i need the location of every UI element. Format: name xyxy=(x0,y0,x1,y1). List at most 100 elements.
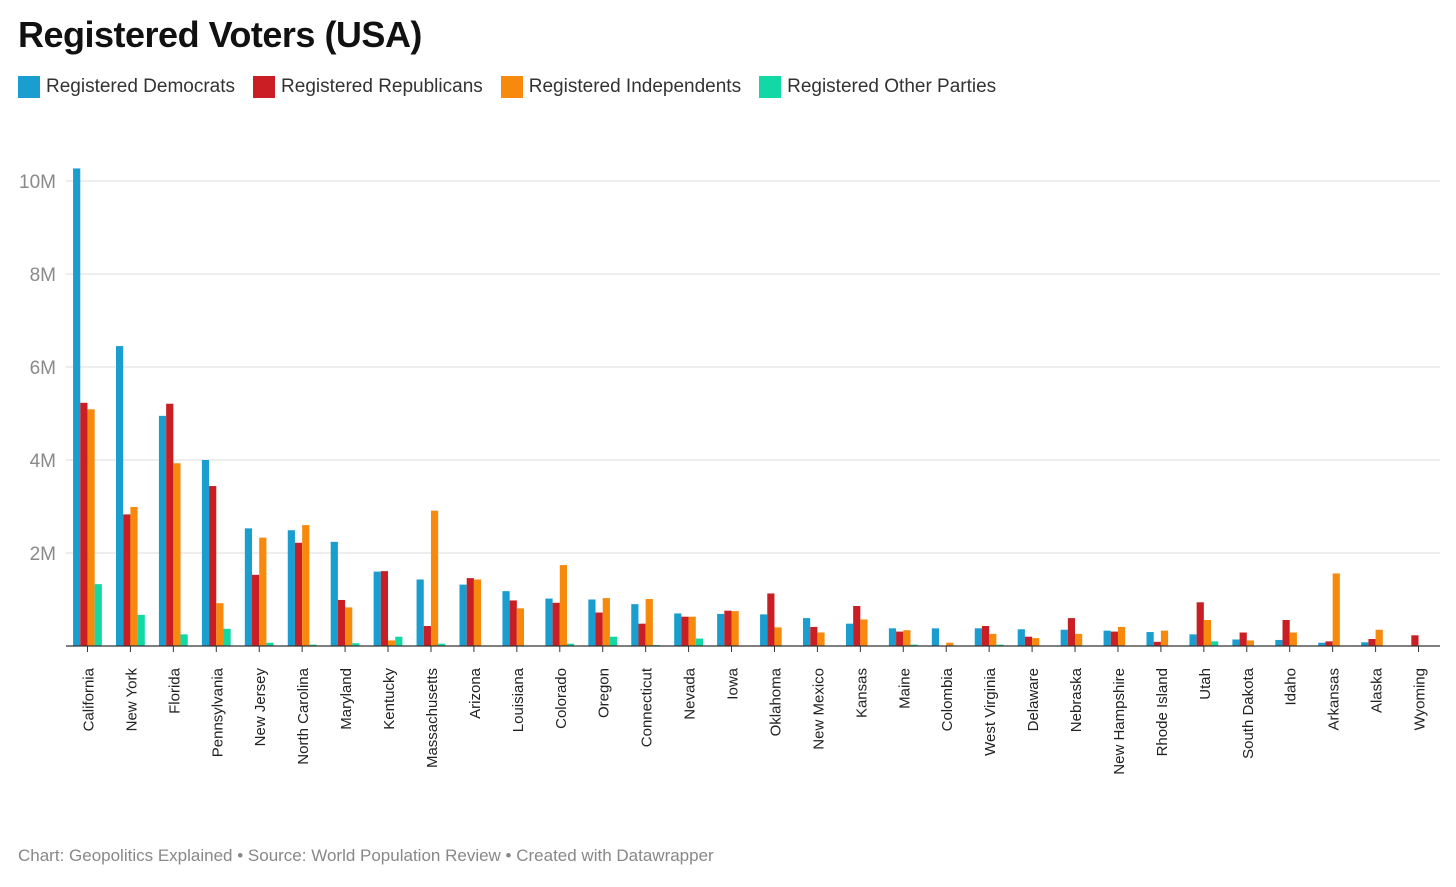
bar-registered-democrats xyxy=(1017,629,1025,646)
bar-registered-democrats xyxy=(1275,639,1283,646)
legend-swatch-democrats xyxy=(18,76,40,98)
bar-registered-independents xyxy=(1075,633,1083,646)
bar-registered-democrats xyxy=(330,541,338,646)
x-tick-label: Kentucky xyxy=(381,668,398,730)
bar-registered-republicans xyxy=(896,631,904,646)
bar-registered-republicans xyxy=(380,571,389,646)
bar-registered-republicans xyxy=(209,486,217,646)
bar-registered-democrats xyxy=(631,604,639,646)
bar-registered-independents xyxy=(388,640,396,646)
bar-registered-republicans xyxy=(466,578,474,646)
x-tick-label: South Dakota xyxy=(1240,667,1257,759)
bar-registered-republicans xyxy=(1153,641,1161,646)
legend-label-republicans: Registered Republicans xyxy=(281,76,483,97)
bar-registered-democrats xyxy=(974,628,982,646)
x-tick-label: Colombia xyxy=(939,667,956,731)
x-tick-label: Alaska xyxy=(1369,667,1386,713)
bar-registered-republicans xyxy=(1067,618,1076,646)
bar-registered-democrats xyxy=(116,346,124,646)
bar-registered-other-parties xyxy=(438,643,446,646)
x-tick-label: Delaware xyxy=(1025,668,1042,731)
legend-label-independents: Registered Independents xyxy=(528,76,742,97)
x-tick-label: Arizona xyxy=(467,667,484,719)
bar-registered-other-parties xyxy=(695,638,703,646)
y-tick-label: 4M xyxy=(30,451,56,472)
bar-registered-independents xyxy=(345,607,353,646)
bar-registered-democrats xyxy=(931,628,940,646)
bar-registered-other-parties xyxy=(1211,641,1219,646)
bar-registered-democrats xyxy=(1103,630,1111,646)
bar-registered-independents xyxy=(1289,632,1297,646)
bar-registered-democrats xyxy=(1189,634,1197,646)
bar-registered-republicans xyxy=(552,602,560,646)
bar-registered-democrats xyxy=(73,168,81,646)
bar-registered-republicans xyxy=(853,606,861,646)
bar-registered-republicans xyxy=(423,626,431,646)
bar-registered-independents xyxy=(645,599,653,646)
bar-registered-republicans xyxy=(80,402,88,646)
bar-registered-republicans xyxy=(681,616,689,646)
bar-registered-other-parties xyxy=(996,644,1004,646)
x-tick-label: Idaho xyxy=(1283,668,1300,706)
bar-registered-democrats xyxy=(373,571,381,646)
bar-registered-other-parties xyxy=(94,584,102,646)
chart-footer: Chart: Geopolitics Explained • Source: W… xyxy=(18,846,714,865)
x-tick-label: Arkansas xyxy=(1326,668,1343,731)
x-tick-label: Maine xyxy=(896,668,913,709)
bar-registered-republicans xyxy=(638,623,646,646)
bar-registered-republicans xyxy=(123,514,131,646)
legend-item-other-parties: Registered Other Parties xyxy=(759,76,996,98)
x-tick-label: New Mexico xyxy=(810,668,827,750)
bar-registered-independents xyxy=(130,506,138,646)
y-tick-label: 10M xyxy=(19,172,56,193)
bar-registered-independents xyxy=(302,525,310,646)
bar-registered-other-parties xyxy=(910,644,918,646)
x-tick-label: Pennsylvania xyxy=(209,667,226,757)
bar-registered-republicans xyxy=(595,612,603,646)
bar-registered-republicans xyxy=(1239,632,1247,646)
bar-registered-democrats xyxy=(545,598,553,646)
x-tick-label: New Jersey xyxy=(252,668,269,747)
bar-registered-democrats xyxy=(201,460,210,646)
bar-registered-republicans xyxy=(337,599,346,646)
bar-registered-republicans xyxy=(981,626,990,646)
bar-registered-democrats xyxy=(760,614,768,646)
bar-registered-republicans xyxy=(767,593,775,646)
bar-registered-democrats xyxy=(502,591,510,646)
bar-registered-independents xyxy=(473,579,482,646)
bar-registered-other-parties xyxy=(395,636,403,646)
x-tick-label: Oregon xyxy=(596,668,613,718)
y-tick-label: 2M xyxy=(30,544,56,565)
x-tick-label: Florida xyxy=(166,667,183,714)
bar-registered-independents xyxy=(173,463,181,646)
bar-registered-independents xyxy=(688,616,696,646)
bar-registered-democrats xyxy=(459,584,467,646)
legend-label-democrats: Registered Democrats xyxy=(46,76,236,97)
bar-registered-other-parties xyxy=(609,636,618,646)
legend-swatch-independents xyxy=(500,76,523,98)
bar-registered-democrats xyxy=(888,628,897,646)
x-tick-label: Colorado xyxy=(553,668,570,729)
bar-registered-independents xyxy=(1032,638,1040,646)
bar-registered-democrats xyxy=(717,613,725,646)
x-tick-label: Maryland xyxy=(338,668,355,730)
chart-title: Registered Voters (USA) xyxy=(18,14,422,55)
x-tick-label: Iowa xyxy=(725,667,742,699)
x-tick-label: Oklahoma xyxy=(767,667,784,736)
bar-registered-republicans xyxy=(810,626,818,646)
bar-registered-independents xyxy=(817,632,825,646)
bar-registered-republicans xyxy=(1196,602,1204,646)
bar-registered-independents xyxy=(1203,619,1212,646)
x-tick-label: Wyoming xyxy=(1412,668,1429,730)
bar-registered-other-parties xyxy=(223,628,231,646)
bar-registered-independents xyxy=(1332,573,1340,646)
bar-registered-independents xyxy=(903,630,911,646)
legend-swatch-republicans xyxy=(253,76,276,98)
bar-registered-democrats xyxy=(1060,629,1068,646)
bar-registered-republicans xyxy=(1325,641,1333,646)
x-tick-label: Massachusetts xyxy=(424,668,441,768)
bar-registered-independents xyxy=(1117,626,1126,646)
legend-item-republicans: Registered Republicans xyxy=(253,76,483,98)
bar-registered-democrats xyxy=(588,599,596,646)
